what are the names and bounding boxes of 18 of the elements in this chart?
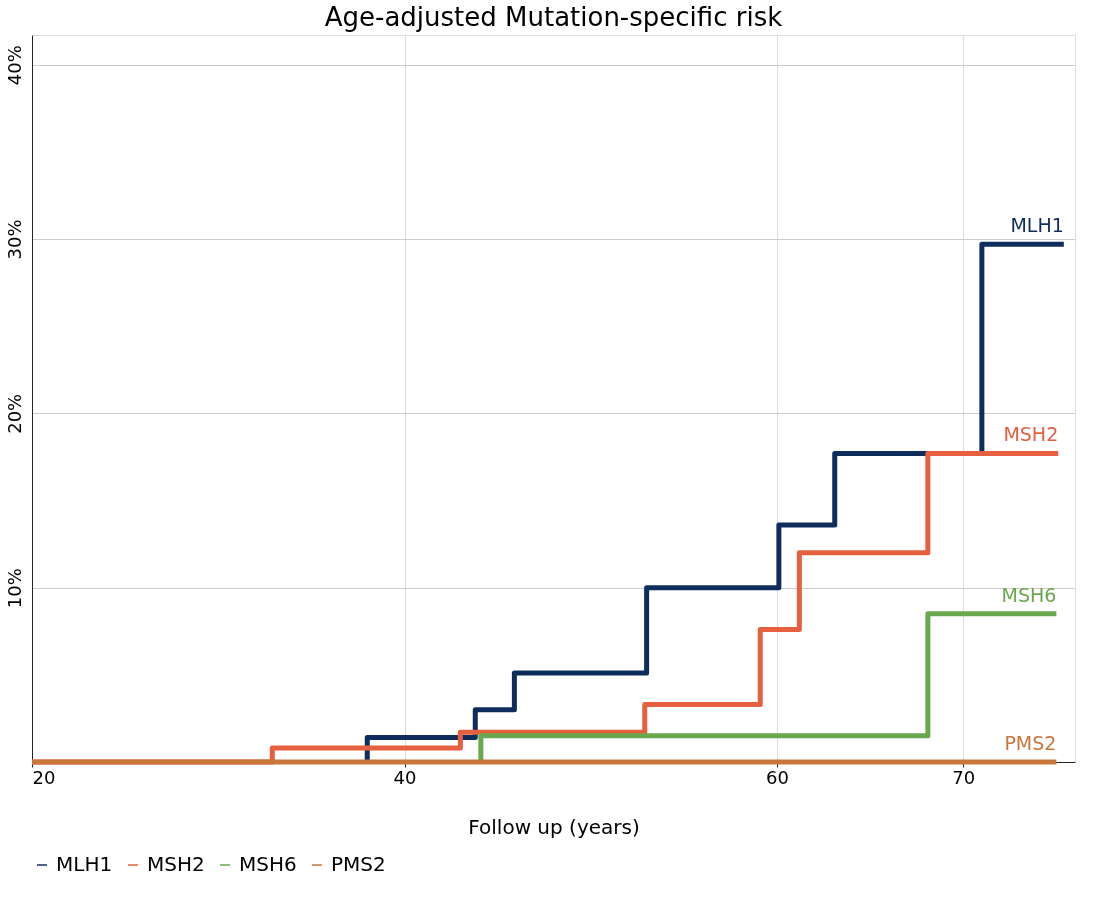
text: MSH2 [1003, 423, 1059, 446]
legend-label: PMS2 [331, 852, 386, 876]
text: PMS2 [1004, 732, 1057, 754]
x-tick-label: 70 [952, 766, 976, 788]
chart-title: Age-adjusted Mutation-specific risk [324, 2, 783, 32]
x-tick-label: 40 [393, 766, 417, 788]
legend-label: MSH2 [147, 852, 205, 876]
legend-label: MSH6 [239, 852, 297, 876]
x-tick-label: 60 [766, 766, 789, 788]
x-tick-label: 20 [32, 766, 56, 788]
text: MLH1 [1010, 214, 1064, 237]
y-tick-label: 10% [3, 568, 25, 609]
y-tick-label: 20% [3, 393, 25, 434]
x-axis-title: Follow up (years) [468, 814, 640, 839]
y-tick-label: 30% [3, 219, 25, 260]
legend-label: MLH1 [56, 852, 113, 876]
text: MSH6 [1001, 583, 1057, 606]
y-tick-label: 40% [3, 45, 25, 86]
